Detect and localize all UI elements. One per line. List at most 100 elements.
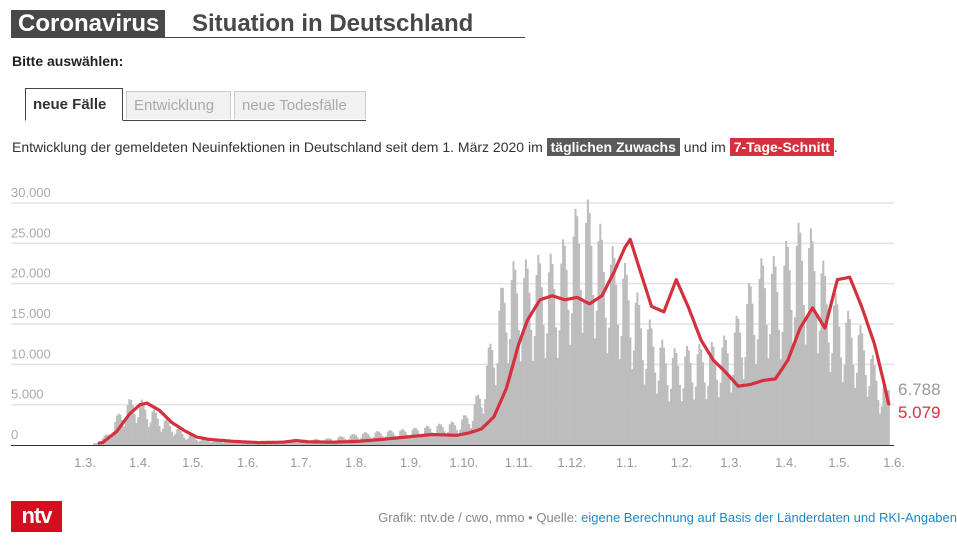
daily-bar bbox=[447, 431, 450, 445]
daily-bar bbox=[271, 443, 274, 445]
daily-bar bbox=[599, 223, 602, 445]
daily-bar bbox=[859, 325, 862, 445]
daily-bar bbox=[620, 336, 623, 445]
x-tick-label: 1.11. bbox=[505, 455, 533, 470]
daily-bar bbox=[544, 358, 547, 445]
tab-neue-faelle[interactable]: neue Fälle bbox=[25, 88, 123, 121]
x-tick-label: 1.9. bbox=[400, 455, 422, 470]
daily-bar bbox=[468, 423, 471, 445]
daily-bar bbox=[537, 254, 540, 445]
daily-bar bbox=[811, 241, 814, 445]
daily-bar bbox=[220, 442, 223, 445]
daily-bar bbox=[480, 407, 483, 445]
x-tick-label: 1.12. bbox=[557, 455, 586, 470]
daily-bar bbox=[530, 329, 533, 445]
daily-bar bbox=[487, 347, 490, 445]
daily-bar bbox=[491, 350, 494, 445]
tab-entwicklung[interactable]: Entwicklung bbox=[126, 91, 231, 119]
credit-text: Grafik: ntv.de / cwo, mmo • Quelle: bbox=[378, 510, 578, 525]
daily-bar bbox=[246, 443, 249, 445]
daily-bar bbox=[216, 440, 219, 445]
daily-bar bbox=[418, 433, 421, 445]
daily-bar bbox=[131, 405, 134, 445]
daily-bar bbox=[781, 332, 784, 445]
daily-bar bbox=[747, 283, 750, 445]
daily-bar bbox=[385, 436, 388, 445]
daily-bar bbox=[199, 440, 202, 445]
daily-bar bbox=[370, 438, 373, 445]
daily-bar bbox=[609, 264, 612, 445]
daily-bar bbox=[841, 382, 844, 445]
daily-bar bbox=[223, 442, 226, 445]
daily-bar bbox=[717, 397, 720, 445]
daily-bar bbox=[749, 286, 752, 445]
daily-bar bbox=[671, 357, 674, 445]
daily-bar bbox=[576, 216, 579, 445]
y-tick-label: 30.000 bbox=[11, 185, 51, 200]
daily-bar bbox=[701, 362, 704, 445]
legend-average-tag: 7-Tage-Schnitt bbox=[729, 138, 834, 156]
daily-bar bbox=[133, 413, 136, 445]
daily-bar bbox=[827, 342, 830, 445]
daily-bar bbox=[524, 259, 527, 445]
daily-bar bbox=[464, 415, 467, 445]
cases-chart: 0 5.000 10.000 15.000 20.000 25.000 30.000 1.3… bbox=[11, 185, 941, 470]
daily-bar bbox=[622, 278, 625, 445]
daily-bar bbox=[533, 336, 536, 445]
daily-bar bbox=[816, 353, 820, 445]
daily-bar bbox=[641, 359, 644, 445]
daily-bar bbox=[560, 263, 563, 445]
daily-bar bbox=[673, 348, 676, 445]
daily-bar bbox=[147, 426, 150, 445]
daily-bar bbox=[732, 374, 735, 445]
daily-bar bbox=[94, 443, 97, 445]
daily-bar bbox=[882, 387, 885, 445]
daily-bar bbox=[124, 420, 127, 445]
tab-neue-todesfaelle[interactable]: neue Todesfälle bbox=[234, 91, 366, 119]
daily-bar bbox=[808, 247, 811, 445]
daily-bar bbox=[192, 436, 195, 445]
daily-bar bbox=[616, 324, 619, 445]
daily-bar bbox=[590, 245, 593, 445]
daily-bar bbox=[774, 266, 777, 445]
daily-bar bbox=[707, 385, 710, 445]
legend-daily-tag: täglichen Zuwachs bbox=[546, 138, 680, 156]
daily-bar bbox=[693, 399, 696, 446]
daily-bar bbox=[638, 304, 641, 445]
daily-bar bbox=[485, 365, 488, 445]
x-tick-label: 1.3. bbox=[720, 455, 742, 470]
daily-bar bbox=[531, 360, 535, 445]
daily-bar bbox=[144, 409, 147, 445]
daily-bar bbox=[549, 253, 552, 445]
daily-bar bbox=[108, 436, 111, 445]
daily-bar bbox=[177, 428, 180, 445]
credits: Grafik: ntv.de / cwo, mmo • Quelle: eige… bbox=[378, 510, 957, 525]
x-tick-label: 1.4. bbox=[129, 455, 151, 470]
daily-bar bbox=[847, 310, 850, 445]
y-tick-label: 15.000 bbox=[11, 306, 51, 321]
x-tick-label: 1.10. bbox=[449, 455, 478, 470]
daily-bar bbox=[724, 339, 727, 445]
daily-bar bbox=[156, 418, 159, 445]
daily-bar bbox=[698, 344, 701, 445]
daily-bar bbox=[119, 414, 122, 445]
daily-bar bbox=[507, 363, 510, 445]
daily-bar bbox=[737, 318, 740, 445]
source-link[interactable]: eigene Berechnung auf Basis der Länderda… bbox=[581, 510, 957, 525]
daily-bar bbox=[753, 334, 756, 445]
x-tick-label: 1.7. bbox=[290, 455, 312, 470]
daily-bar bbox=[878, 413, 881, 445]
daily-bar bbox=[190, 435, 193, 445]
daily-bar bbox=[408, 437, 411, 445]
daily-bar bbox=[632, 350, 635, 445]
daily-bar bbox=[470, 428, 473, 445]
daily-bar bbox=[659, 347, 662, 445]
daily-bar bbox=[183, 437, 186, 445]
daily-bar bbox=[886, 390, 889, 445]
daily-bar bbox=[864, 374, 867, 445]
daily-bar bbox=[639, 328, 642, 445]
daily-bar bbox=[804, 344, 807, 445]
daily-bar bbox=[813, 271, 816, 445]
daily-bar bbox=[128, 399, 131, 445]
daily-bar bbox=[705, 399, 708, 445]
